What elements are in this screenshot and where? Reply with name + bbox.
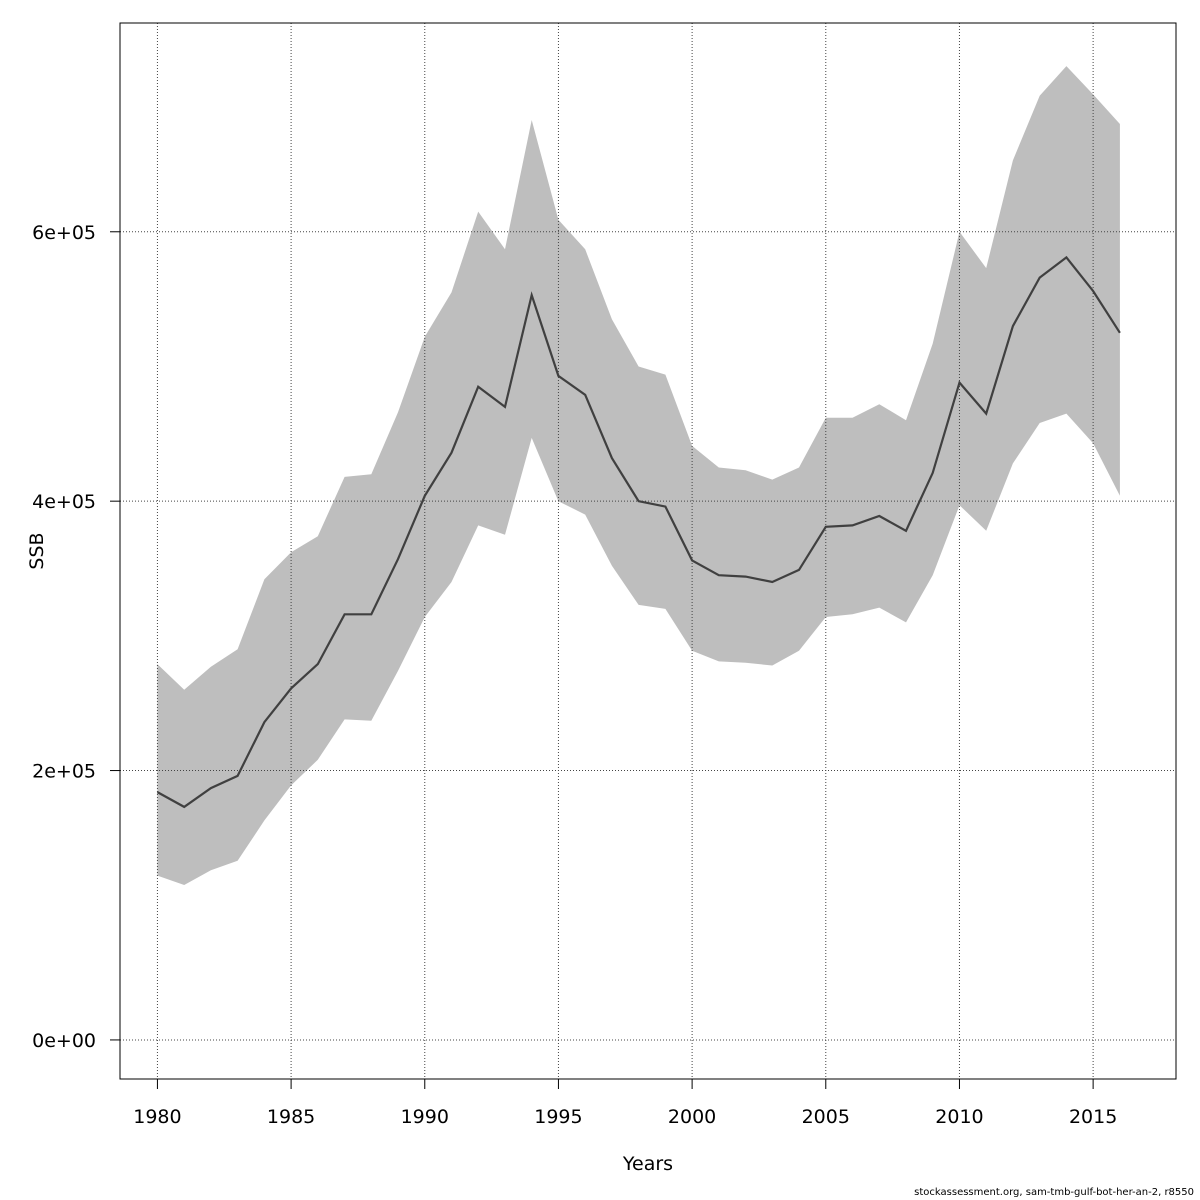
y-tick-label: 2e+05 <box>32 761 96 783</box>
x-tick-label: 1985 <box>267 1106 315 1128</box>
x-axis-title: Years <box>622 1153 673 1175</box>
x-tick-label: 2000 <box>668 1106 716 1128</box>
x-tick-label: 1980 <box>133 1106 181 1128</box>
grid-lines-overlay <box>120 23 1176 1079</box>
x-axis: 1980 1985 1990 1995 2000 2005 2010 2015 <box>133 1079 1117 1128</box>
ssb-series-line <box>156 255 1121 809</box>
y-axis: 0e+00 2e+05 4e+05 6e+05 <box>32 222 120 1052</box>
y-axis-title: SSB <box>26 532 48 569</box>
confidence-band <box>157 66 1120 886</box>
x-tick-label: 1995 <box>534 1106 582 1128</box>
x-tick-label: 1990 <box>401 1106 449 1128</box>
x-tick-label: 2015 <box>1069 1106 1117 1128</box>
y-tick-label: 0e+00 <box>32 1030 96 1052</box>
plot-frame <box>119 22 1177 1080</box>
y-tick-label: 4e+05 <box>32 491 96 513</box>
y-tick-label: 6e+05 <box>32 222 96 244</box>
x-tick-label: 2005 <box>802 1106 850 1128</box>
source-footer: stockassessment.org, sam-tmb-gulf-bot-he… <box>914 1187 1194 1198</box>
x-tick-label: 2010 <box>935 1106 983 1128</box>
